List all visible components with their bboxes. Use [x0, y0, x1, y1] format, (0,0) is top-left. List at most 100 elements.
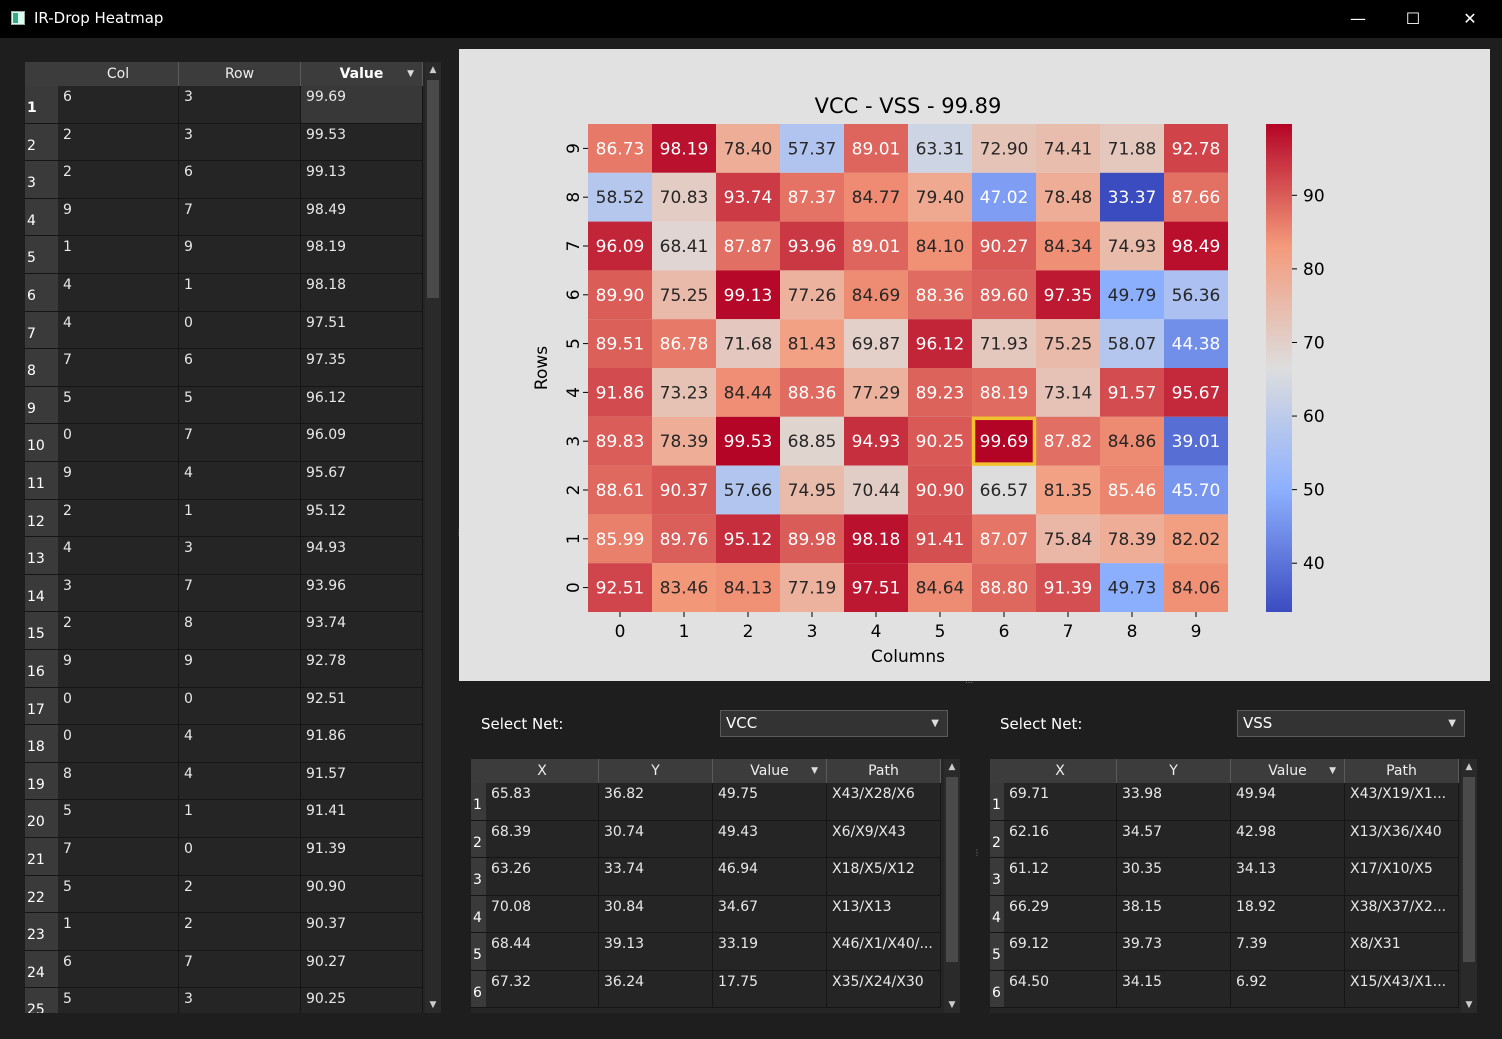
- row-header[interactable]: 4: [990, 895, 1004, 933]
- row-header[interactable]: 10: [25, 424, 58, 462]
- table-cell[interactable]: 49.94: [1231, 783, 1345, 821]
- row-header[interactable]: 5: [25, 236, 58, 274]
- column-header-value[interactable]: Value ▼: [713, 759, 827, 783]
- table-cell[interactable]: 9: [58, 462, 179, 500]
- table-cell[interactable]: 91.86: [301, 725, 423, 763]
- scroll-up-arrow[interactable]: ▲: [948, 762, 956, 772]
- table-cell[interactable]: 6: [179, 161, 301, 199]
- maximize-button[interactable]: ☐: [1405, 9, 1421, 28]
- table-cell[interactable]: X15/X43/X1...: [1345, 970, 1459, 1008]
- table-cell[interactable]: 6: [58, 86, 179, 124]
- scroll-up-arrow[interactable]: ▲: [1465, 762, 1473, 772]
- row-header[interactable]: 2: [990, 820, 1004, 858]
- table-cell[interactable]: X13/X36/X40: [1345, 820, 1459, 858]
- table-cell[interactable]: 90.25: [301, 988, 423, 1013]
- table-cell[interactable]: 42.98: [1231, 820, 1345, 858]
- column-header-value[interactable]: Value ▼: [1231, 759, 1345, 783]
- row-header[interactable]: 3: [25, 161, 58, 199]
- table-cell[interactable]: 8: [179, 612, 301, 650]
- table-cell[interactable]: 96.09: [301, 424, 423, 462]
- table-cell[interactable]: 97.51: [301, 311, 423, 350]
- table-cell[interactable]: 33.74: [599, 858, 713, 896]
- row-header[interactable]: 17: [25, 687, 58, 726]
- table-cell[interactable]: 49.75: [713, 783, 827, 821]
- table-cell[interactable]: 7: [58, 349, 179, 387]
- table-cell[interactable]: 92.78: [301, 650, 423, 688]
- table-cell[interactable]: 70.08: [486, 895, 599, 933]
- scroll-down-arrow[interactable]: ▼: [429, 1000, 437, 1010]
- row-header[interactable]: 4: [25, 198, 58, 237]
- scroll-up-arrow[interactable]: ▲: [429, 65, 437, 75]
- table-cell[interactable]: 63.26: [486, 858, 599, 896]
- table-cell[interactable]: 18.92: [1231, 895, 1345, 933]
- table-cell[interactable]: 2: [58, 612, 179, 650]
- table-cell[interactable]: 46.94: [713, 858, 827, 896]
- row-header[interactable]: 2: [25, 123, 58, 162]
- table-cell[interactable]: 36.82: [599, 783, 713, 821]
- table-cell[interactable]: 66.29: [1004, 895, 1117, 933]
- row-header[interactable]: 25: [25, 988, 58, 1013]
- table-cell[interactable]: 98.49: [301, 198, 423, 237]
- table-cell[interactable]: 98.18: [301, 274, 423, 312]
- row-header[interactable]: 3: [471, 858, 486, 896]
- table-cell[interactable]: 2: [58, 123, 179, 162]
- table-cell[interactable]: 65.83: [486, 783, 599, 821]
- row-header[interactable]: 11: [25, 462, 58, 500]
- right-net-combo[interactable]: VSS ▼: [1237, 710, 1465, 737]
- row-header[interactable]: 6: [25, 274, 58, 312]
- table-cell[interactable]: X8/X31: [1345, 933, 1459, 971]
- column-header-value[interactable]: Value ▼: [301, 62, 423, 86]
- table-cell[interactable]: 99.53: [301, 123, 423, 162]
- table-cell[interactable]: 4: [58, 311, 179, 350]
- vertical-scrollbar[interactable]: ▲ ▼: [1461, 759, 1477, 1013]
- table-cell[interactable]: 34.13: [1231, 858, 1345, 896]
- table-cell[interactable]: X38/X37/X2...: [1345, 895, 1459, 933]
- row-header[interactable]: 1: [25, 86, 58, 124]
- table-cell[interactable]: 7: [179, 198, 301, 237]
- table-cell[interactable]: 5: [58, 988, 179, 1013]
- table-cell[interactable]: 5: [179, 386, 301, 425]
- table-cell[interactable]: 4: [58, 537, 179, 575]
- right-net-table[interactable]: X Y Value ▼ Path 1 69.71 33.98 49.94 X43/X19/X1..…: [990, 759, 1477, 1013]
- column-header-y[interactable]: Y: [599, 759, 713, 783]
- table-cell[interactable]: 67.32: [486, 970, 599, 1008]
- table-cell[interactable]: 34.57: [1117, 820, 1231, 858]
- table-cell[interactable]: X18/X5/X12: [827, 858, 941, 896]
- row-header[interactable]: 9: [25, 386, 58, 425]
- table-cell[interactable]: 2: [179, 913, 301, 951]
- row-header[interactable]: 23: [25, 913, 58, 951]
- row-header[interactable]: 24: [25, 950, 58, 989]
- column-header-path[interactable]: Path: [827, 759, 941, 783]
- table-cell[interactable]: 99.69: [301, 86, 423, 124]
- table-cell[interactable]: 68.44: [486, 933, 599, 971]
- table-cell[interactable]: 39.73: [1117, 933, 1231, 971]
- table-cell[interactable]: 2: [58, 499, 179, 538]
- table-cell[interactable]: 7: [58, 838, 179, 876]
- table-cell[interactable]: 91.41: [301, 800, 423, 838]
- row-header[interactable]: 15: [25, 612, 58, 650]
- row-header[interactable]: 3: [990, 858, 1004, 896]
- row-header[interactable]: 21: [25, 838, 58, 876]
- column-header-x[interactable]: X: [1004, 759, 1117, 783]
- table-cell[interactable]: 6: [179, 349, 301, 387]
- table-cell[interactable]: 93.74: [301, 612, 423, 650]
- table-cell[interactable]: 1: [179, 499, 301, 538]
- row-header[interactable]: 14: [25, 574, 58, 613]
- row-header[interactable]: 16: [25, 650, 58, 688]
- table-cell[interactable]: 6: [58, 950, 179, 989]
- table-cell[interactable]: 4: [179, 462, 301, 500]
- row-header[interactable]: 6: [471, 970, 486, 1008]
- table-cell[interactable]: 0: [179, 838, 301, 876]
- left-net-combo[interactable]: VCC ▼: [720, 710, 948, 737]
- row-header[interactable]: 7: [25, 311, 58, 350]
- vertical-scrollbar[interactable]: ▲ ▼: [944, 759, 960, 1013]
- table-cell[interactable]: 3: [179, 123, 301, 162]
- table-cell[interactable]: 30.84: [599, 895, 713, 933]
- table-cell[interactable]: 9: [179, 236, 301, 274]
- row-header[interactable]: 4: [471, 895, 486, 933]
- close-button[interactable]: ✕: [1463, 9, 1477, 28]
- scroll-down-arrow[interactable]: ▼: [948, 1000, 956, 1010]
- table-cell[interactable]: 34.15: [1117, 970, 1231, 1008]
- scrollbar-thumb[interactable]: [427, 80, 439, 298]
- table-cell[interactable]: 7: [179, 574, 301, 613]
